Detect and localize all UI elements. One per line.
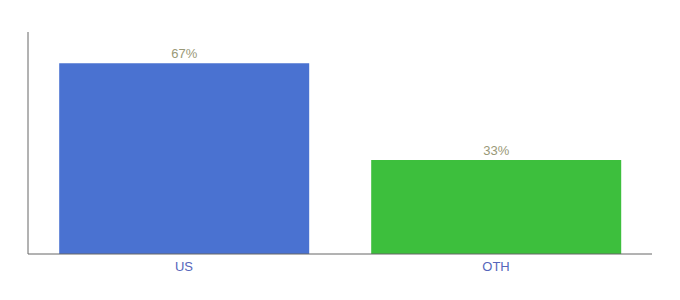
svg-text:US: US bbox=[175, 259, 193, 274]
svg-text:67%: 67% bbox=[171, 46, 197, 61]
svg-text:OTH: OTH bbox=[482, 259, 509, 274]
svg-text:33%: 33% bbox=[483, 143, 509, 158]
